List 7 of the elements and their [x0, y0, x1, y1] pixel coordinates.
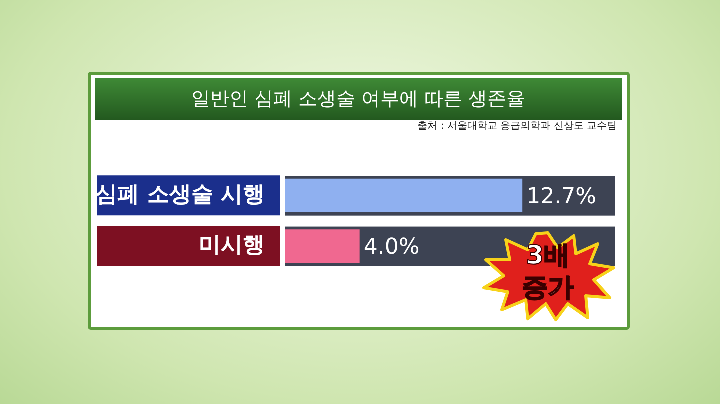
annotation: 3배 증가 [521, 240, 575, 304]
source-note: 출처 : 서울대학교 응급의학과 신상도 교수팀 [418, 120, 617, 133]
y-tick-label: 심폐 소생술 시행 [96, 182, 265, 208]
y-tick-label: 미시행 [199, 233, 265, 258]
data-label: 12.7% [526, 184, 596, 210]
data-label: 4.0% [364, 235, 420, 260]
chart-title: 일반인 심폐 소생술 여부에 따른 생존율 [95, 78, 622, 120]
